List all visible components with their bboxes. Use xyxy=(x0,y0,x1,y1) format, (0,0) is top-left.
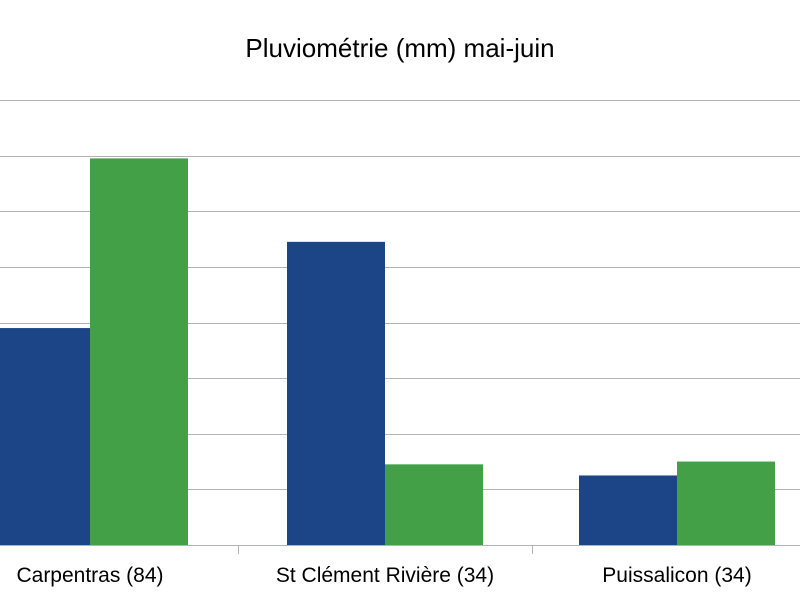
bar xyxy=(677,461,775,545)
bar xyxy=(287,241,385,545)
bar xyxy=(385,464,483,545)
x-tick-label: Carpentras (84) xyxy=(16,564,163,587)
bar xyxy=(0,328,90,545)
bar xyxy=(579,475,677,545)
bars xyxy=(0,158,775,545)
x-tick-label: St Clément Rivière (34) xyxy=(276,564,494,587)
x-axis: Carpentras (84) St Clément Rivière (34) Pu… xyxy=(0,545,800,587)
chart-title: Pluviométrie (mm) mai-juin xyxy=(245,33,554,63)
bar xyxy=(90,158,188,545)
x-tick-label: Puissalicon (34) xyxy=(602,564,751,587)
